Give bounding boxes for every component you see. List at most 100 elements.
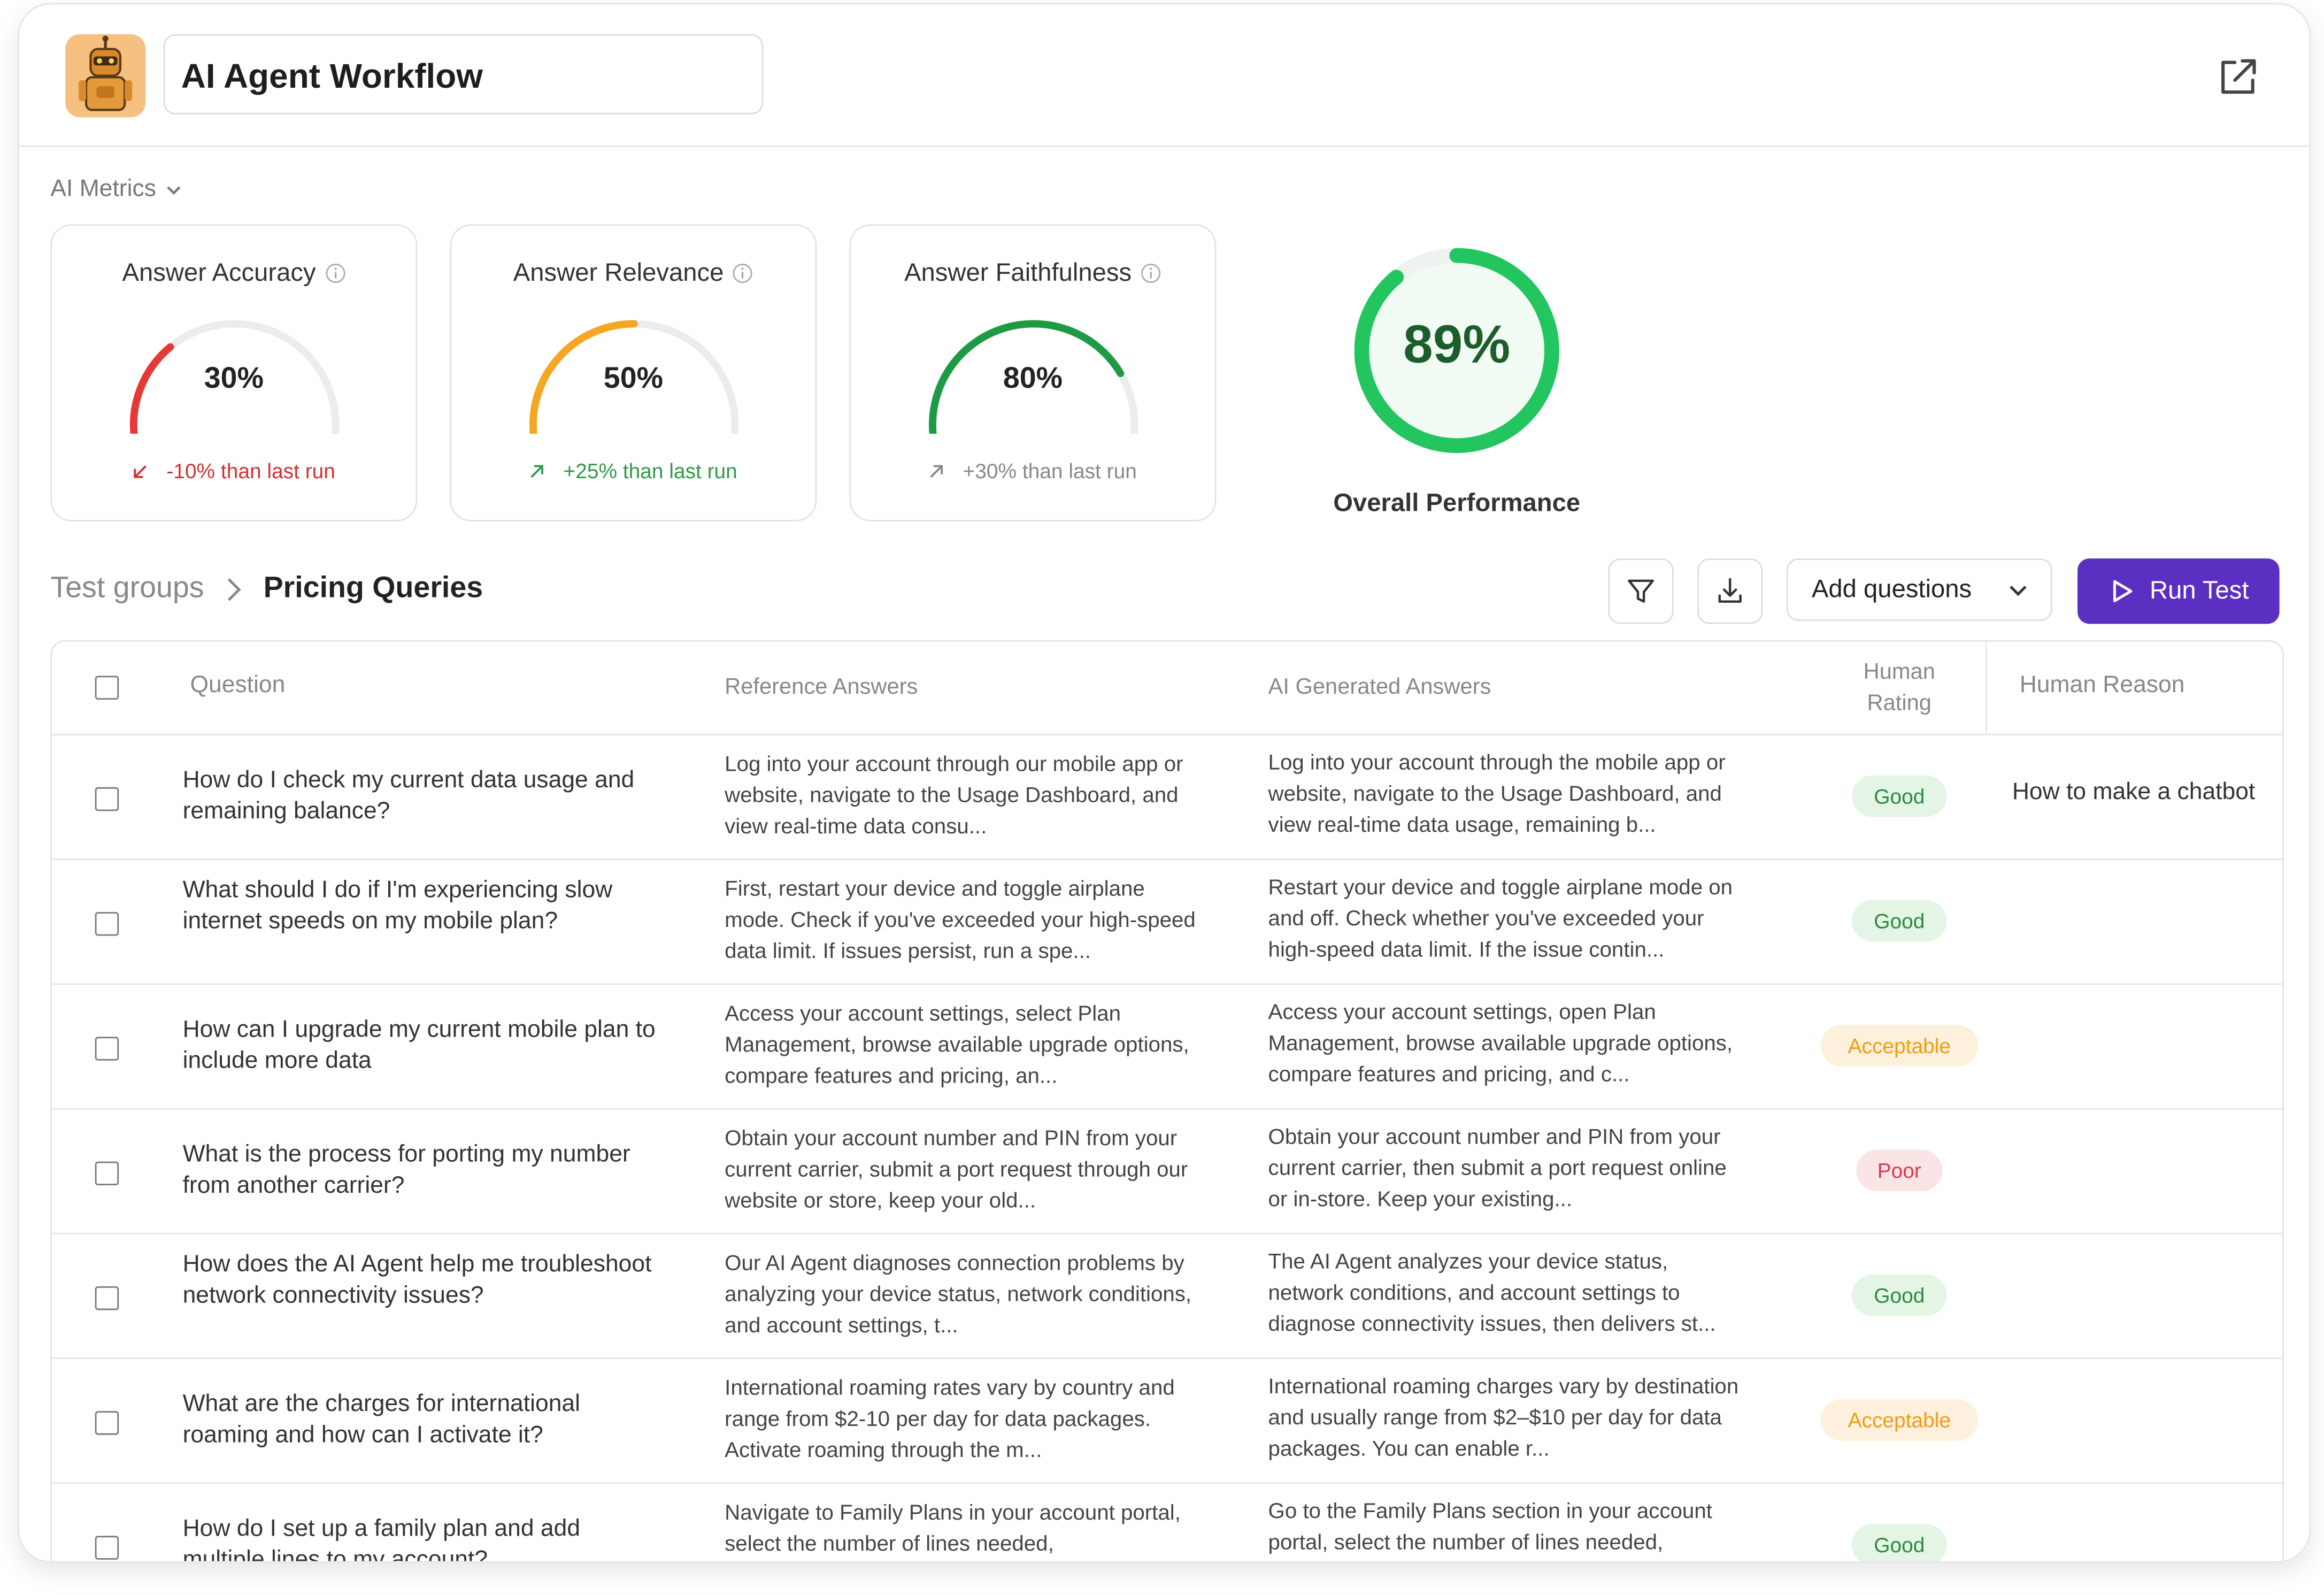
rating-badge: Poor	[1856, 1149, 1943, 1192]
info-icon[interactable]	[1141, 263, 1161, 284]
overall-performance-value: 89%	[1403, 313, 1511, 374]
table-row[interactable]: How can I upgrade my current mobile plan…	[52, 985, 2283, 1110]
question-cell: What is the process for porting my numbe…	[182, 1142, 630, 1199]
info-icon[interactable]	[733, 263, 753, 284]
robot-avatar-icon	[65, 34, 146, 118]
run-test-label: Run Test	[2150, 576, 2249, 605]
metric-card-faithfulness: Answer Faithfulness 80% +30% than last r…	[849, 224, 1217, 522]
header-ai: AI Generated Answers	[1268, 674, 1491, 700]
breadcrumb-current: Pricing Queries	[263, 572, 483, 605]
metric-value: 80%	[1003, 362, 1063, 395]
rating-badge: Acceptable	[1820, 1025, 1978, 1067]
metric-card-relevance: Answer Relevance 50% +25% than last run	[450, 224, 817, 522]
rating-badge: Acceptable	[1820, 1399, 1978, 1441]
question-cell: What should I do if I'm experiencing slo…	[182, 878, 613, 934]
run-test-button[interactable]: Run Test	[2077, 558, 2280, 624]
header-reason: Human Reason	[2019, 672, 2185, 699]
reference-answer-cell: Navigate to Family Plans in your account…	[725, 1501, 1181, 1557]
gauge	[130, 320, 340, 434]
table-header: Question Reference Answers AI Generated …	[52, 641, 2283, 735]
chevron-down-icon	[2010, 586, 2027, 596]
metric-title: Answer Relevance	[513, 258, 724, 287]
metric-value: 50%	[603, 362, 663, 395]
reference-answer-cell: Our AI Agent diagnoses connection proble…	[725, 1252, 1192, 1339]
ai-answer-cell: Access your account settings, open Plan …	[1268, 1001, 1733, 1087]
rating-badge: Good	[1851, 900, 1947, 942]
column-divider	[1985, 641, 1987, 734]
add-questions-label: Add questions	[1811, 574, 1972, 603]
overall-performance-label: Overall Performance	[1333, 488, 1581, 517]
row-checkbox[interactable]	[95, 1411, 119, 1435]
gauge-fill	[529, 320, 638, 434]
top-bar: AI Agent Workflow	[19, 4, 2310, 147]
gauge	[529, 320, 739, 434]
ai-answer-cell: The AI Agent analyzes your device status…	[1268, 1251, 1716, 1337]
ai-metrics-label: AI Metrics	[50, 177, 156, 202]
reference-answer-cell: International roaming rates vary by coun…	[725, 1377, 1175, 1463]
metric-delta: -10% than last run	[52, 459, 415, 483]
rating-badge: Good	[1851, 1274, 1947, 1316]
gauge-fill	[929, 320, 1125, 434]
question-cell: What are the charges for international r…	[182, 1392, 580, 1448]
play-icon	[2112, 580, 2132, 602]
questions-table: Question Reference Answers AI Generated …	[50, 640, 2284, 1563]
chevron-right-icon	[228, 577, 242, 601]
app-window: AI Agent Workflow AI Metrics Answer Accu…	[18, 3, 2311, 1563]
table-row[interactable]: How does the AI Agent help me troublesho…	[52, 1234, 2283, 1359]
row-checkbox[interactable]	[95, 1037, 119, 1061]
human-reason-cell: How to make a chatbot	[2012, 779, 2256, 806]
ring-fill	[1354, 248, 1559, 453]
ai-answer-cell: Log into your account through the mobile…	[1268, 752, 1726, 838]
select-all-checkbox[interactable]	[95, 676, 119, 700]
download-button[interactable]	[1697, 558, 1763, 624]
row-checkbox[interactable]	[95, 787, 119, 811]
header-rating: Human Rating	[1863, 659, 1935, 716]
metric-card-accuracy: Answer Accuracy 30% -10% than last run	[50, 224, 418, 522]
question-cell: How do I set up a family plan and add mu…	[182, 1516, 581, 1563]
question-cell: How can I upgrade my current mobile plan…	[182, 1017, 656, 1074]
trend-down-arrow-icon	[133, 459, 161, 482]
breadcrumb-parent[interactable]: Test groups	[50, 572, 204, 605]
workflow-title-input[interactable]: AI Agent Workflow	[163, 34, 764, 114]
gauge	[929, 320, 1138, 434]
reference-answer-cell: Log into your account through our mobile…	[725, 753, 1183, 840]
ai-metrics-dropdown[interactable]: AI Metrics	[50, 177, 183, 203]
reference-answer-cell: Access your account settings, select Pla…	[725, 1002, 1189, 1089]
table-row[interactable]: What is the process for porting my numbe…	[52, 1109, 2283, 1234]
reference-answer-cell: Obtain your account number and PIN from …	[725, 1127, 1188, 1214]
filter-icon	[1628, 579, 1654, 603]
add-questions-dropdown[interactable]: Add questions	[1786, 558, 2052, 621]
metric-delta: +30% than last run	[851, 459, 1214, 483]
row-checkbox[interactable]	[95, 1536, 119, 1560]
ai-answer-cell: Obtain your account number and PIN from …	[1268, 1125, 1727, 1213]
info-icon[interactable]	[325, 263, 345, 284]
gauge-fill	[130, 343, 174, 434]
ai-answer-cell: Restart your device and toggle airplane …	[1268, 876, 1733, 963]
breadcrumb: Test groups Pricing Queries	[50, 572, 483, 606]
open-external-icon[interactable]	[2214, 53, 2262, 101]
question-cell: How does the AI Agent help me troublesho…	[182, 1252, 652, 1309]
ai-answer-cell: Go to the Family Plans section in your a…	[1268, 1500, 1712, 1555]
metric-delta: +25% than last run	[451, 459, 815, 483]
metric-title: Answer Accuracy	[122, 258, 316, 287]
table-row[interactable]: How do I check my current data usage and…	[52, 735, 2283, 860]
trend-up-arrow-icon	[529, 459, 558, 482]
row-checkbox[interactable]	[95, 912, 119, 936]
table-row[interactable]: What should I do if I'm experiencing slo…	[52, 860, 2283, 985]
question-cell: How do I check my current data usage and…	[182, 768, 635, 825]
metric-value: 30%	[204, 362, 264, 395]
row-checkbox[interactable]	[95, 1286, 119, 1310]
reference-answer-cell: First, restart your device and toggle ai…	[725, 878, 1196, 964]
filter-button[interactable]	[1608, 558, 1674, 624]
overall-performance-ring	[1354, 248, 1559, 453]
trend-up-arrow-icon	[929, 459, 957, 482]
rating-badge: Good	[1851, 775, 1947, 817]
table-row[interactable]: What are the charges for international r…	[52, 1359, 2283, 1484]
row-checkbox[interactable]	[95, 1161, 119, 1186]
download-icon	[1718, 578, 1742, 603]
header-question: Question	[190, 672, 286, 699]
ai-answer-cell: International roaming charges vary by de…	[1268, 1375, 1739, 1462]
table-row[interactable]: How do I set up a family plan and add mu…	[52, 1484, 2282, 1563]
chevron-down-icon	[167, 186, 181, 195]
rating-badge: Good	[1851, 1524, 1947, 1561]
